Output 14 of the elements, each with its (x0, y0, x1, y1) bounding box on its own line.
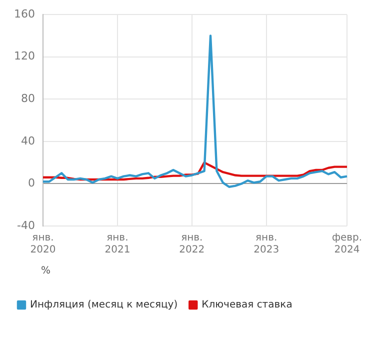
x-tick-label: янв. 2022 (179, 232, 205, 256)
y-tick-label: 160 (14, 7, 35, 20)
y-tick-label: 0 (28, 176, 35, 190)
legend-label: Ключевая ставка (202, 300, 292, 311)
x-tick-label: янв. 2020 (30, 232, 56, 256)
y-tick-label: 120 (14, 50, 35, 63)
legend-label: Инфляция (месяц к месяцу) (30, 300, 178, 311)
y-tick-label: -40 (17, 218, 35, 232)
x-tick-label: янв. 2021 (104, 232, 130, 256)
x-tick-label: февр. 2024 (332, 232, 362, 256)
x-tick-label: янв. 2023 (254, 232, 280, 256)
y-tick-label: 80 (20, 92, 35, 106)
text: % (40, 266, 51, 277)
y-tick-label: 40 (20, 134, 35, 148)
